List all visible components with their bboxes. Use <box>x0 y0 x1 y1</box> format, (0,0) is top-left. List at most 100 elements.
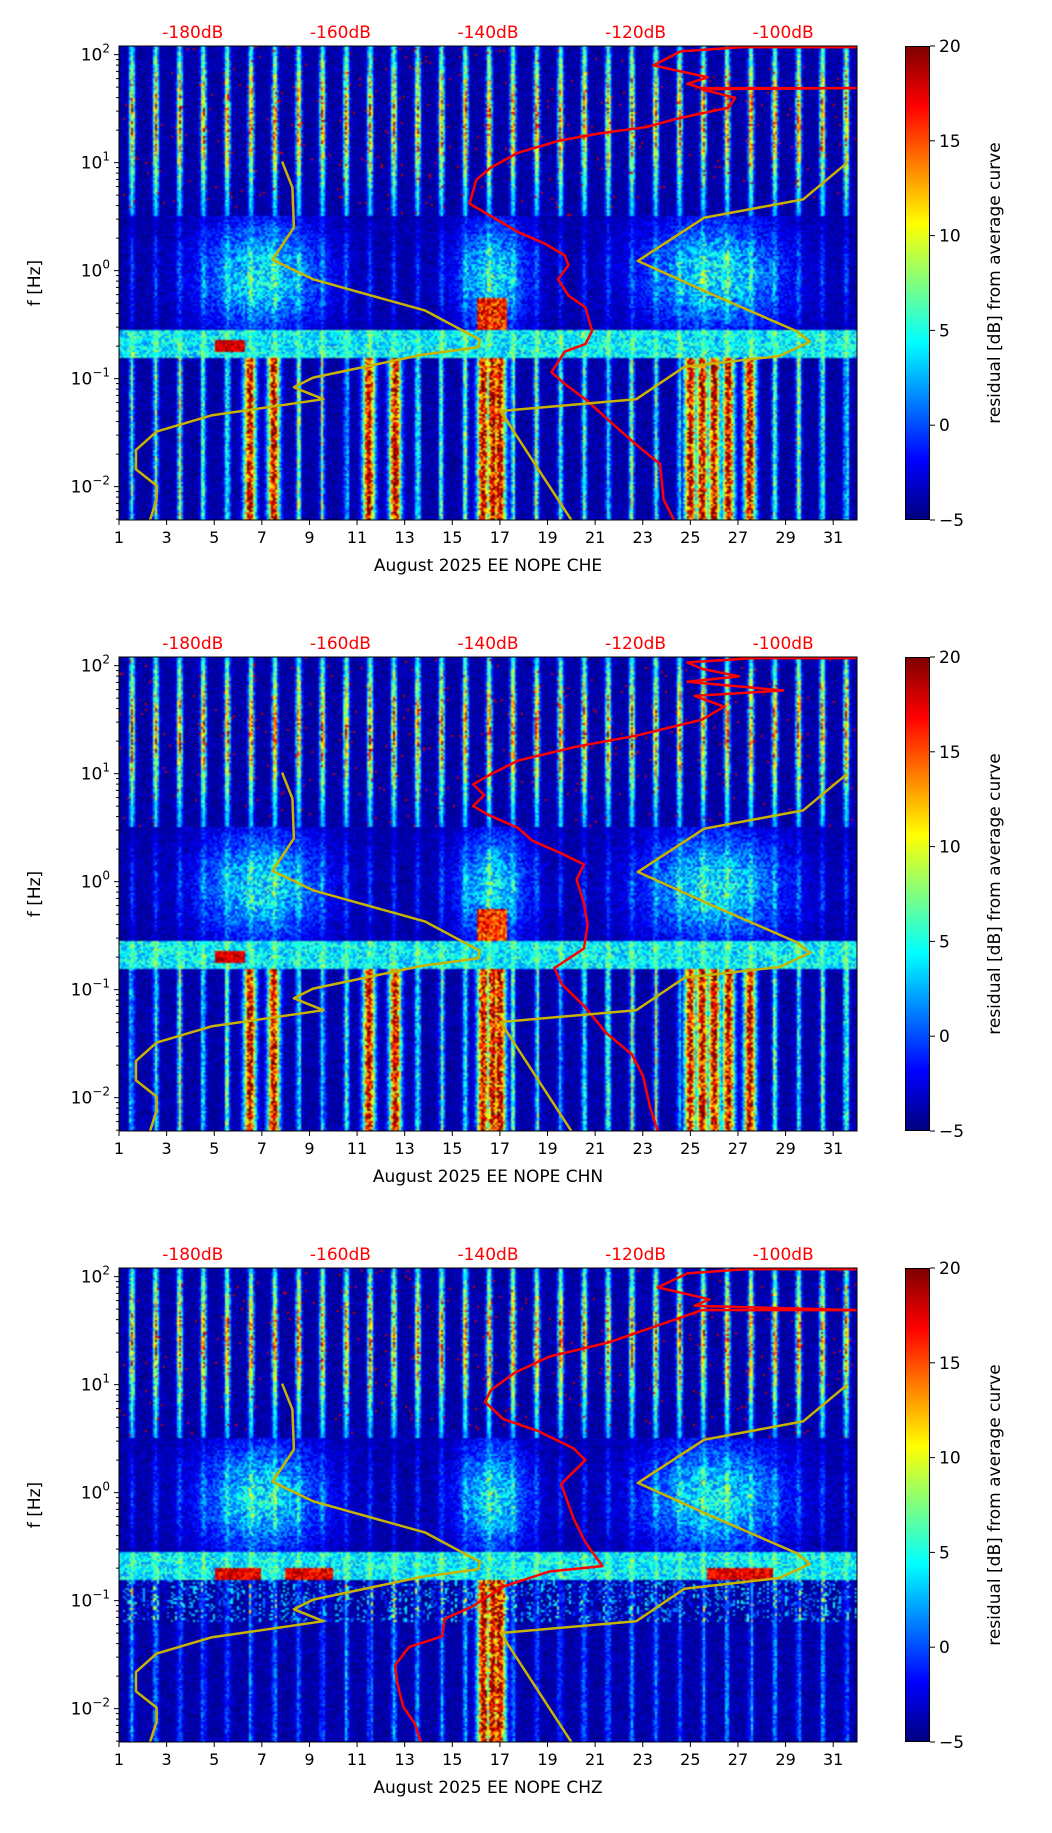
x-tick-label: 3 <box>162 1139 172 1158</box>
colorbar-tick-label: −5 <box>939 1122 964 1142</box>
y-tick-label: 10−1 <box>71 1588 110 1612</box>
x-axis-label: August 2025 EE NOPE CHZ <box>373 1778 602 1798</box>
x-tick-label: 25 <box>680 1139 700 1158</box>
colorbar-tick-label: 15 <box>939 132 961 152</box>
y-tick-base: 10 <box>71 1592 93 1612</box>
y-tick-exponent: 2 <box>102 42 110 56</box>
top-db-tick-label: -140dB <box>457 634 518 654</box>
colorbar <box>905 46 930 520</box>
x-tick-label: 11 <box>347 1139 367 1158</box>
y-tick-label: 101 <box>81 1372 110 1396</box>
y-tick-exponent: −1 <box>92 977 110 991</box>
colorbar-tick-label: 20 <box>939 37 961 57</box>
top-db-tick-label: -100dB <box>753 23 814 43</box>
x-tick-label: 15 <box>442 1139 462 1158</box>
x-tick-label: 1 <box>114 1139 124 1158</box>
colorbar-tick-label: −5 <box>939 1733 964 1753</box>
x-tick-label: 9 <box>304 528 314 547</box>
x-tick-label: 31 <box>823 1750 843 1769</box>
x-tick-label: 23 <box>633 528 653 547</box>
x-tick-label: 13 <box>394 528 414 547</box>
y-tick-base: 10 <box>81 657 103 677</box>
y-tick-base: 10 <box>71 981 93 1001</box>
nlnm-curve <box>134 161 482 520</box>
nhnm-curve <box>499 161 849 520</box>
y-tick-exponent: −2 <box>92 1696 110 1710</box>
x-tick-label: 7 <box>257 528 267 547</box>
colorbar-label: residual [dB] from average curve <box>985 753 1005 1034</box>
y-tick-label: 10−1 <box>71 977 110 1001</box>
colorbar-tick-label: 0 <box>939 416 950 436</box>
x-tick-label: 1 <box>114 528 124 547</box>
y-tick-exponent: −1 <box>92 366 110 380</box>
x-tick-label: 9 <box>304 1139 314 1158</box>
x-tick-label: 29 <box>775 1750 795 1769</box>
x-tick-label: 11 <box>347 528 367 547</box>
y-tick-label: 10−2 <box>71 1696 110 1720</box>
colorbar-tick-label: 10 <box>939 838 961 858</box>
colorbar-tick-label: 5 <box>939 1543 950 1563</box>
colorbar-tick-label: 0 <box>939 1638 950 1658</box>
x-tick-label: 9 <box>304 1750 314 1769</box>
top-db-tick-label: -120dB <box>605 634 666 654</box>
x-tick-label: 17 <box>490 528 510 547</box>
y-tick-exponent: 0 <box>102 258 110 272</box>
x-tick-label: 3 <box>162 1750 172 1769</box>
colorbar-tick-label: 10 <box>939 227 961 247</box>
x-tick-label: 27 <box>728 528 748 547</box>
y-tick-label: 101 <box>81 761 110 785</box>
y-tick-base: 10 <box>71 370 93 390</box>
y-tick-exponent: 2 <box>102 1264 110 1278</box>
plot-frame <box>118 656 858 1132</box>
y-tick-exponent: 2 <box>102 653 110 667</box>
y-tick-label: 10−2 <box>71 1085 110 1109</box>
y-tick-base: 10 <box>81 1268 103 1288</box>
y-tick-base: 10 <box>71 1089 93 1109</box>
x-tick-label: 13 <box>394 1750 414 1769</box>
y-tick-exponent: −1 <box>92 1588 110 1602</box>
top-db-tick-label: -100dB <box>753 634 814 654</box>
median-psd-curve <box>471 657 857 1131</box>
x-tick-label: 27 <box>728 1139 748 1158</box>
top-db-tick-label: -160dB <box>310 1245 371 1265</box>
x-tick-label: 21 <box>585 1750 605 1769</box>
top-db-tick-label: -180dB <box>162 634 223 654</box>
y-tick-label: 100 <box>81 1480 110 1504</box>
colorbar-tick-label: 20 <box>939 648 961 668</box>
y-tick-label: 102 <box>81 1264 110 1288</box>
x-tick-label: 19 <box>537 1750 557 1769</box>
y-tick-exponent: 1 <box>102 761 110 775</box>
x-tick-label: 7 <box>257 1139 267 1158</box>
x-tick-label: 5 <box>209 1750 219 1769</box>
colorbar <box>905 657 930 1131</box>
x-tick-label: 17 <box>490 1750 510 1769</box>
top-db-tick-label: -160dB <box>310 23 371 43</box>
y-tick-label: 10−1 <box>71 366 110 390</box>
y-tick-base: 10 <box>81 1376 103 1396</box>
y-tick-exponent: 1 <box>102 150 110 164</box>
plot-frame <box>118 45 858 521</box>
x-tick-label: 23 <box>633 1139 653 1158</box>
x-tick-label: 15 <box>442 528 462 547</box>
y-axis-label: f [Hz] <box>25 871 45 917</box>
colorbar-tick-label: 10 <box>939 1449 961 1469</box>
x-tick-label: 19 <box>537 528 557 547</box>
x-tick-label: 13 <box>394 1139 414 1158</box>
x-tick-label: 27 <box>728 1750 748 1769</box>
x-tick-label: 11 <box>347 1750 367 1769</box>
x-tick-label: 5 <box>209 1139 219 1158</box>
colorbar-tick-label: 0 <box>939 1027 950 1047</box>
y-tick-base: 10 <box>81 765 103 785</box>
top-db-tick-label: -180dB <box>162 23 223 43</box>
top-db-tick-label: -180dB <box>162 1245 223 1265</box>
y-tick-label: 102 <box>81 653 110 677</box>
nhnm-curve <box>499 772 849 1131</box>
y-tick-label: 100 <box>81 258 110 282</box>
top-db-tick-label: -120dB <box>605 1245 666 1265</box>
median-psd-curve <box>393 1268 857 1742</box>
y-tick-base: 10 <box>71 1700 93 1720</box>
y-tick-base: 10 <box>81 1484 103 1504</box>
